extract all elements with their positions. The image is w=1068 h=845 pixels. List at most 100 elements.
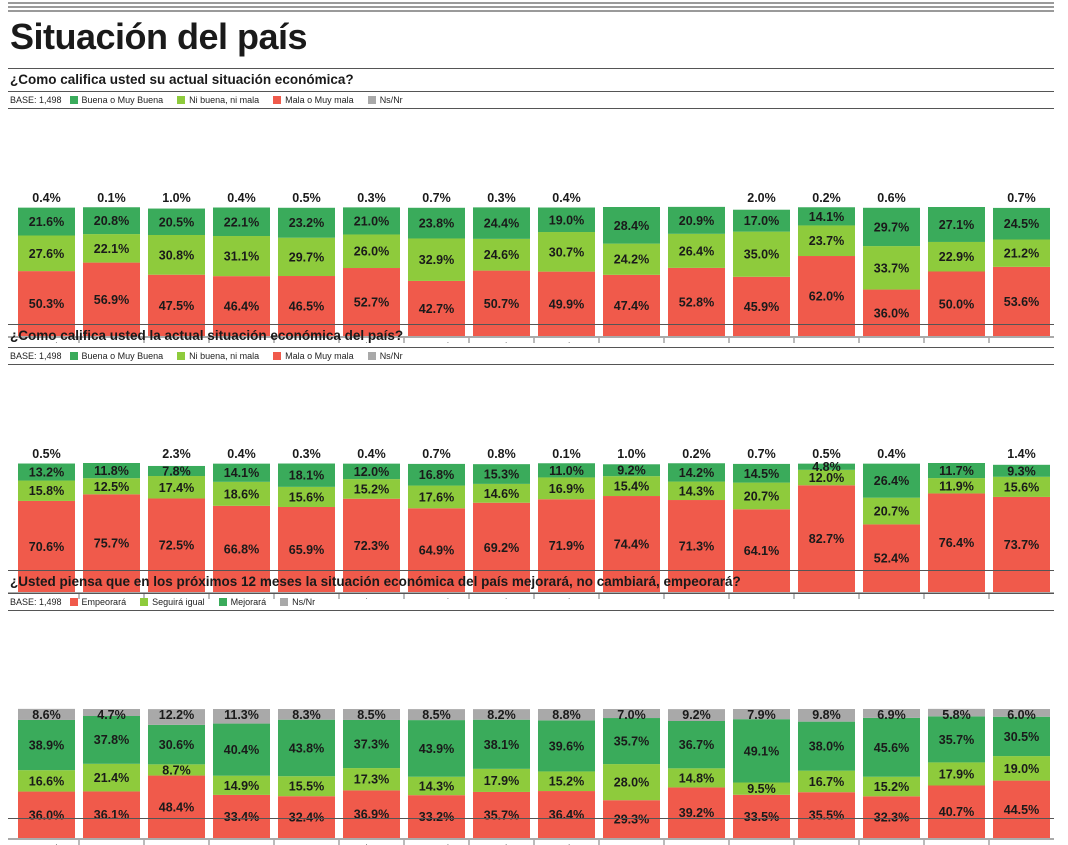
bar-segment-buena-o-muy-buena (343, 463, 400, 480)
bar-segment-mala-o-muy-mala (83, 494, 140, 592)
category-label: PRM (815, 341, 838, 343)
data-label: 14.1% (224, 466, 259, 480)
data-label: 14.8% (679, 771, 714, 785)
data-label: 22.1% (224, 215, 259, 229)
bar-segment-buena-o-muy-buena (993, 207, 1050, 240)
data-label: 16.7% (809, 775, 844, 789)
legend-label: Ns/Nr (379, 95, 403, 105)
legend-label: Buena o Muy Buena (81, 351, 164, 361)
ns-label: 0.7% (422, 191, 451, 205)
bar-segment-seguira-igual (993, 756, 1050, 781)
data-label: 28.0% (614, 776, 649, 790)
bar-segment-mejorara (343, 719, 400, 769)
legend-label: Ns/Nr (379, 351, 403, 361)
data-label: 27.6% (29, 247, 64, 261)
data-label: 66.8% (224, 542, 259, 556)
bar-segment-seguira-igual (343, 768, 400, 791)
data-label: 39.2% (679, 806, 714, 820)
ns-label: 0.7% (422, 447, 451, 461)
data-label: 62.0% (809, 290, 844, 304)
panel-rule-top (8, 68, 1054, 69)
data-label: 15.5% (289, 780, 324, 794)
bar-segment-ni-buena-ni-mala (408, 485, 465, 509)
ns-label: 0.1% (97, 191, 126, 205)
data-label: 8.5% (357, 708, 386, 722)
bar-segment-ns-nr (733, 709, 790, 720)
bar-segment-mejorara (213, 723, 270, 776)
bar-segment-seguira-igual (603, 764, 660, 801)
bar-segment-seguira-igual (18, 770, 75, 792)
data-label: 20.8% (94, 214, 129, 228)
data-label: 76.4% (939, 536, 974, 550)
bar-segment-mala-o-muy-mala (863, 289, 920, 336)
data-label: 22.1% (94, 242, 129, 256)
data-label: 9.5% (747, 782, 776, 796)
bar-segment-seguira-igual (473, 768, 530, 792)
category-label: PLD (881, 597, 902, 599)
bar-segment-mala-o-muy-mala (213, 276, 270, 336)
data-label: 49.9% (549, 297, 584, 311)
bar-segment-ns-nr (928, 708, 985, 717)
bar-segment-mejorara (278, 719, 335, 777)
data-label: 8.3% (292, 708, 321, 722)
category-label: LFP (947, 597, 966, 599)
legend-label: Mala o Muy mala (285, 95, 354, 105)
data-label: 37.3% (354, 738, 389, 752)
bar-segment-ni-buena-ni-mala (538, 232, 595, 272)
bar-segment-ns-nr (993, 709, 1050, 717)
legend-label: Ni buena, ni mala (189, 95, 260, 105)
bar-segment-buena-o-muy-buena (863, 207, 920, 247)
bar-segment-mejorara (993, 716, 1050, 757)
legend-label: Seguirá igual (152, 597, 205, 607)
panel-rule-top (8, 570, 1054, 571)
base-label: BASE: 1,498 (10, 95, 62, 105)
data-label: 43.8% (289, 741, 324, 755)
bar-segment-ns-nr (473, 709, 530, 720)
bar-segment-seguira-igual (668, 768, 725, 788)
category-label: Metro (98, 597, 125, 599)
bar-segment-ni-buena-ni-mala (993, 239, 1050, 267)
stacked-bar-chart: 70.6% 15.8% 13.2% 0.5% Total 75.7% 12.5% 11.8% M… (8, 447, 1054, 599)
ns-label: 0.7% (747, 447, 776, 461)
data-label: 29.7% (874, 220, 909, 234)
bar-segment-buena-o-muy-buena (278, 207, 335, 238)
bar-segment-mala-o-muy-mala (408, 280, 465, 336)
data-label: 8.7% (162, 763, 191, 777)
data-label: 7.8% (162, 464, 191, 478)
bar-segment-buena-o-muy-buena (473, 464, 530, 484)
data-label: 32.3% (874, 811, 909, 825)
data-label: 15.2% (549, 775, 584, 789)
bar-segment-ns-nr (603, 709, 660, 719)
bar-segment-mejorara (538, 720, 595, 772)
bar-segment-buena-o-muy-buena (83, 463, 140, 479)
category-label: 55 +(AdultoMayor) (745, 597, 778, 599)
data-label: 69.2% (484, 541, 519, 555)
ns-label: 0.4% (357, 447, 386, 461)
data-label: 50.3% (29, 297, 64, 311)
data-label: 26.4% (679, 244, 714, 258)
data-label: 14.3% (419, 779, 454, 793)
data-label: 75.7% (94, 537, 129, 551)
bar-segment-mala-o-muy-mala (278, 276, 335, 336)
legend-item-buena-o-muy-buena: Buena o Muy Buena (69, 95, 163, 105)
data-label: 11.8% (94, 464, 129, 478)
bar-segment-ni-buena-ni-mala (863, 497, 920, 525)
data-label: 9.2% (682, 708, 711, 722)
data-label: 17.9% (939, 767, 974, 781)
data-label: 37.8% (94, 733, 129, 747)
bar-segment-seguira-igual (148, 764, 205, 776)
data-label: 27.1% (939, 218, 974, 232)
legend-item-seguira-igual: Seguirá igual (140, 597, 205, 607)
bar-segment-seguira-igual (408, 776, 465, 796)
data-label: 71.3% (679, 540, 714, 554)
bar-segment-ns-nr (863, 709, 920, 718)
data-label: 33.5% (744, 810, 779, 824)
legend-label: Mejorará (230, 597, 267, 607)
legend-swatch (273, 96, 282, 104)
bar-segment-buena-o-muy-buena (408, 463, 465, 486)
data-label: 46.4% (224, 300, 259, 314)
bar-segment-ni-buena-ni-mala (83, 478, 140, 495)
category-label: Sur (298, 341, 315, 343)
bar-segment-ni-buena-ni-mala (668, 233, 725, 268)
data-label: 35.0% (744, 248, 779, 262)
